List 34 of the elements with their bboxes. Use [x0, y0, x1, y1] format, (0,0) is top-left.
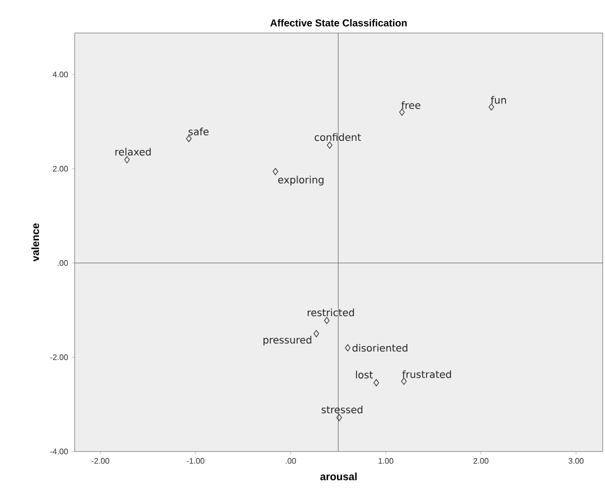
annotation: free	[401, 101, 420, 109]
x-tick-label: 3.00	[568, 458, 584, 464]
point	[272, 168, 278, 176]
point	[399, 108, 405, 116]
point	[314, 330, 320, 338]
point	[326, 142, 332, 149]
annotation: disoriented	[352, 344, 408, 352]
annotation: relaxed	[115, 148, 151, 156]
annotation: pressured	[264, 336, 312, 346]
point	[336, 414, 342, 422]
y-tick-label: 2.00	[53, 166, 68, 172]
x-tick-label: 2.00	[474, 458, 488, 464]
point	[124, 156, 130, 164]
annotation: fun	[490, 96, 506, 104]
point	[488, 103, 494, 111]
y-tick-label: 4.00	[52, 72, 68, 78]
x-tick-label: .00	[286, 458, 296, 464]
x-tick-label: 1.00	[378, 458, 394, 464]
y-tick-label: .00	[58, 260, 68, 266]
y-axis-title: valence	[31, 223, 40, 262]
chart-title: Affective State Classification	[270, 19, 407, 26]
point	[186, 135, 192, 142]
point	[324, 316, 330, 324]
annotation: safe	[188, 128, 209, 136]
x-tick-label: -2.00	[92, 458, 110, 464]
annotation: exploring	[278, 176, 324, 186]
y-tick-label: -4.00	[50, 448, 68, 454]
annotation: lost	[356, 370, 373, 378]
y-tick-label: -2.00	[50, 354, 68, 360]
x-tick-label: -1.00	[186, 458, 204, 464]
x-axis-title: arousal	[320, 472, 357, 480]
point	[344, 344, 350, 352]
annotation: frustrated	[402, 370, 451, 378]
point	[374, 379, 380, 386]
